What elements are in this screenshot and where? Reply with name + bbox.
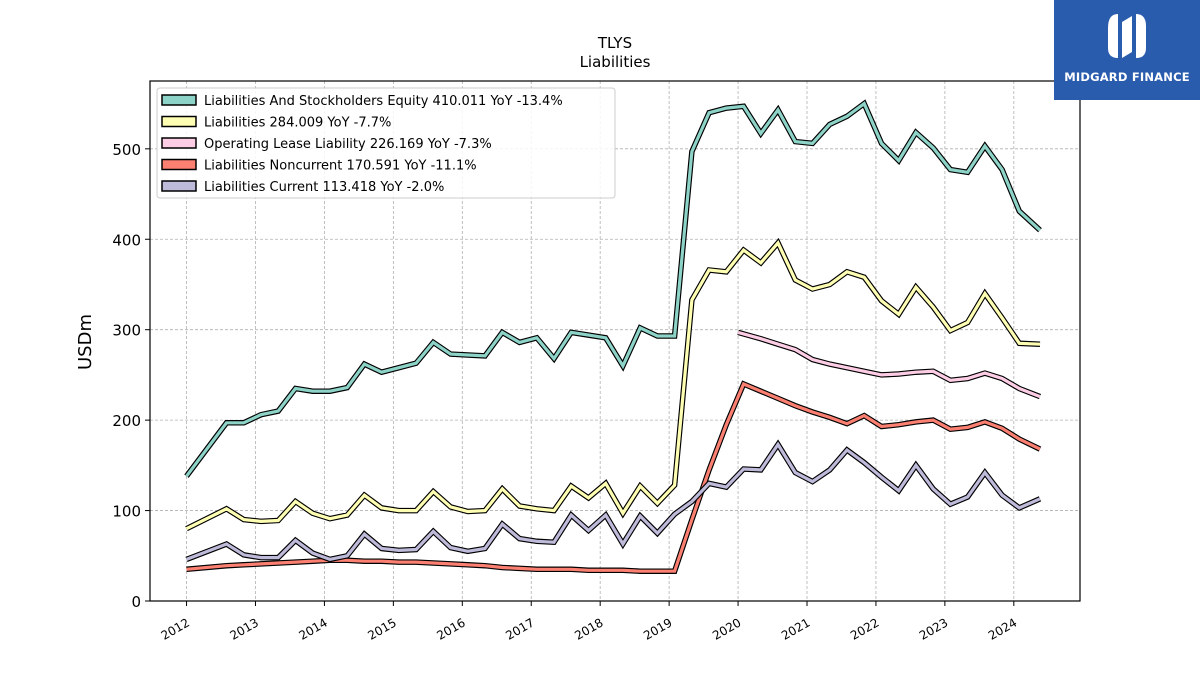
brand-name: MIDGARD FINANCE [1064, 70, 1190, 84]
y-tick-label: 300 [112, 322, 141, 340]
plot-frame [149, 80, 1081, 602]
legend-label: Liabilities And Stockholders Equity 410.… [204, 94, 563, 109]
y-tick-label: 400 [112, 231, 141, 249]
chart-title: TLYS [597, 34, 632, 52]
legend-label: Liabilities Noncurrent 170.591 YoY -11.1… [204, 159, 477, 174]
series-lines [184, 99, 1042, 574]
y-axis-ticks: 0 100 200 300 400 500 [112, 141, 150, 611]
series-line [185, 239, 1041, 531]
legend-swatch [161, 94, 197, 106]
legend-swatch [161, 115, 197, 128]
y-tick-label: 0 [131, 593, 141, 611]
series-2 [737, 329, 1042, 400]
series-line [186, 381, 1041, 573]
legend: Liabilities And Stockholders Equity 410.… [156, 87, 616, 199]
brand-mark-icon [1108, 14, 1146, 58]
legend-label: Liabilities 284.009 YoY -7.7% [204, 116, 391, 131]
legend-label: Liabilities Current 113.418 YoY -2.0% [204, 180, 444, 195]
y-axis-label: USDm [75, 314, 96, 370]
series-4 [185, 439, 1042, 563]
series-line [185, 101, 1042, 478]
legend-swatch [161, 137, 197, 149]
legend-swatch [161, 158, 197, 171]
legend-box [156, 87, 616, 199]
y-tick-label: 100 [112, 503, 141, 521]
chart-subtitle: Liabilities [580, 53, 651, 71]
series-1 [185, 237, 1041, 532]
series-line [737, 330, 1041, 399]
y-tick-label: 500 [112, 141, 141, 159]
legend-label: Operating Lease Liability 226.169 YoY -7… [204, 137, 492, 152]
y-tick-label: 200 [112, 412, 141, 430]
brand-logo: MIDGARD FINANCE [1054, 0, 1200, 100]
series-3 [186, 380, 1042, 574]
series-0 [184, 99, 1042, 478]
legend-swatch [161, 180, 197, 192]
series-line [185, 441, 1041, 562]
